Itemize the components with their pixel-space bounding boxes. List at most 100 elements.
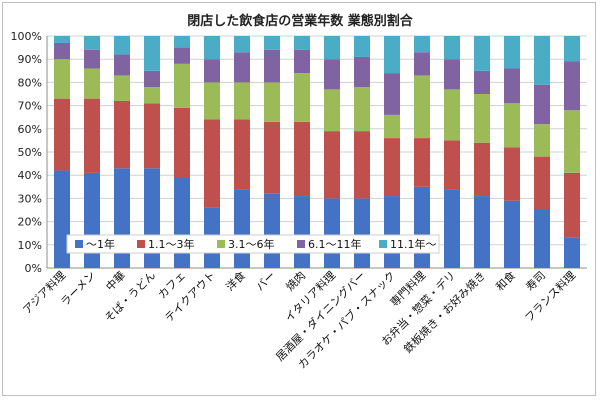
legend-label: 11.1年～ (390, 237, 437, 251)
chart-frame: 閉店した飲食店の営業年数 業態別割合 0% 10% 20% 30% 40% 50% 60% 7… (2, 2, 596, 396)
bar-segment (534, 124, 550, 157)
legend-swatch (137, 240, 145, 248)
bar-segment (504, 68, 520, 104)
bar-segment (114, 100, 130, 169)
bar-segment (204, 119, 220, 208)
bar-segment (444, 36, 460, 60)
bar-segment (354, 56, 370, 88)
legend-box (66, 234, 440, 254)
bar-segment (54, 170, 70, 268)
category-label: 焼肉 (283, 269, 308, 294)
bar-segment (174, 47, 190, 64)
bar-segment (204, 82, 220, 120)
category-label: アジア料理 (20, 268, 68, 316)
legend-label: 1.1～3年 (148, 237, 195, 251)
bar-segment (54, 42, 70, 60)
y-tick-label: 40% (18, 169, 42, 182)
bar-segment (564, 237, 580, 268)
bar-segment (474, 70, 490, 94)
bar-segment (564, 110, 580, 173)
bar-segment (414, 52, 430, 76)
bar-segment (84, 49, 100, 69)
bar-segment (384, 196, 400, 268)
bar-segment (414, 36, 430, 53)
category-label: 和食 (493, 268, 518, 293)
bar-segment (564, 61, 580, 111)
bar-segment (534, 84, 550, 125)
category-label: 洋食 (223, 268, 248, 293)
bar-segment (204, 59, 220, 83)
bar-segment (174, 63, 190, 108)
bar-segment (234, 52, 250, 83)
chart-title: 閉店した飲食店の営業年数 業態別割合 (187, 13, 414, 29)
y-tick-label: 10% (18, 239, 42, 252)
y-tick-label: 80% (18, 76, 42, 89)
bar-segment (84, 172, 100, 268)
bar-segment (294, 36, 310, 50)
bars (54, 36, 580, 268)
bar-segment (384, 73, 400, 115)
bar-segment (264, 82, 280, 122)
y-tick-label: 70% (18, 100, 42, 113)
y-tick-label: 90% (18, 53, 42, 66)
bar-segment (174, 177, 190, 268)
bar-segment (564, 172, 580, 238)
bar-segment (234, 36, 250, 53)
bar-segment (504, 147, 520, 201)
bar-segment (324, 89, 340, 132)
y-axis: 0% 10% 20% 30% 40% 50% 60% 70% 80% 90% 100% (11, 30, 48, 275)
bar-segment (84, 36, 100, 50)
bar-segment (504, 103, 520, 148)
bar-segment (84, 98, 100, 173)
bar-segment (414, 138, 430, 187)
bar-segment (324, 36, 340, 60)
legend-swatch (217, 240, 225, 248)
bar-segment (474, 196, 490, 268)
bar-segment (294, 49, 310, 74)
legend-label: ～1年 (86, 237, 115, 251)
bar-segment (234, 189, 250, 268)
bar-segment (474, 94, 490, 143)
bar-segment (144, 36, 160, 71)
bar-segment (144, 70, 160, 88)
legend-label: 6.1～11年 (308, 237, 362, 251)
bar-segment (114, 75, 130, 101)
bar-segment (384, 36, 400, 74)
bar-segment (234, 82, 250, 120)
legend-swatch (297, 240, 305, 248)
bar-segment (444, 59, 460, 90)
bar-segment (54, 59, 70, 99)
bar-segment (414, 186, 430, 268)
legend-swatch (379, 240, 387, 248)
bar-segment (204, 36, 220, 60)
bar-segment (174, 107, 190, 178)
bar-segment (144, 87, 160, 104)
bar-segment (474, 142, 490, 197)
y-tick-label: 30% (18, 192, 42, 205)
y-tick-label: 20% (18, 216, 42, 229)
bar-segment (534, 36, 550, 85)
bar-segment (354, 36, 370, 57)
bar-segment (324, 198, 340, 268)
bar-segment (354, 198, 370, 268)
bar-segment (504, 200, 520, 268)
bar-segment (354, 87, 370, 132)
y-tick-label: 0% (25, 262, 42, 275)
bar-segment (54, 98, 70, 171)
bar-segment (384, 138, 400, 197)
category-label: 中華 (103, 269, 128, 294)
category-label: バー (253, 269, 278, 294)
bar-segment (504, 36, 520, 69)
bar-segment (324, 131, 340, 199)
bar-segment (264, 121, 280, 194)
bar-segment (264, 36, 280, 50)
bar-segment (144, 103, 160, 169)
category-label: 寿司 (523, 268, 548, 293)
legend-label: 3.1～6年 (228, 237, 275, 251)
stacked-bar-chart: 閉店した飲食店の営業年数 業態別割合 0% 10% 20% 30% 40% 50% 60% 7… (11, 13, 587, 371)
legend-swatch (75, 240, 83, 248)
bar-segment (534, 156, 550, 210)
bar-segment (264, 193, 280, 268)
bar-segment (444, 189, 460, 268)
